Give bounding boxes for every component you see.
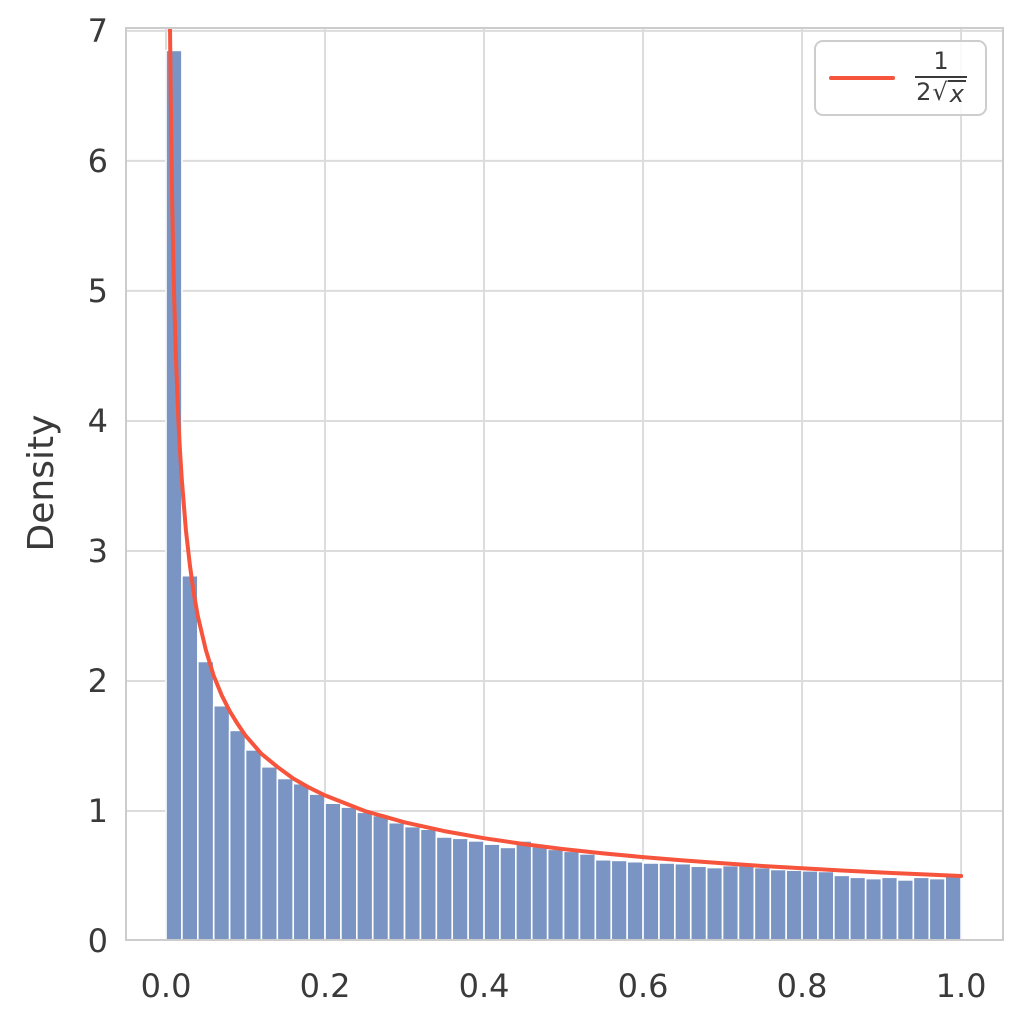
x-tick-label: 0.8 — [776, 967, 828, 1005]
legend: 1 2 √ x — [814, 40, 987, 116]
denominator-coefficient: 2 — [916, 78, 932, 106]
y-tick-label: 4 — [87, 401, 108, 440]
y-tick-label: 6 — [87, 141, 108, 180]
y-tick-label: 2 — [87, 661, 108, 700]
x-tick-label: 1.0 — [935, 967, 987, 1005]
fraction-numerator: 1 — [933, 46, 949, 75]
y-tick-label: 3 — [87, 531, 108, 570]
legend-label-fraction: 1 2 √ x — [915, 46, 967, 108]
x-tick-label: 0.4 — [458, 967, 510, 1005]
sqrt-sign: √ — [932, 78, 948, 106]
y-tick-label: 7 — [87, 11, 108, 50]
x-tick-label: 0.6 — [617, 967, 669, 1005]
y-tick-label: 0 — [87, 922, 108, 960]
y-tick-label: 5 — [87, 271, 108, 310]
legend-line-swatch — [829, 75, 895, 81]
chart-svg — [125, 27, 1004, 941]
x-tick-label: 0.0 — [140, 967, 192, 1005]
plot-area: 1 2 √ x — [125, 27, 1004, 941]
x-tick-label: 0.2 — [299, 967, 351, 1005]
fraction-bar — [915, 76, 967, 78]
fraction-denominator: 2 √ x — [916, 78, 966, 108]
y-tick-label: 1 — [87, 791, 108, 830]
sqrt-argument: x — [947, 80, 966, 108]
